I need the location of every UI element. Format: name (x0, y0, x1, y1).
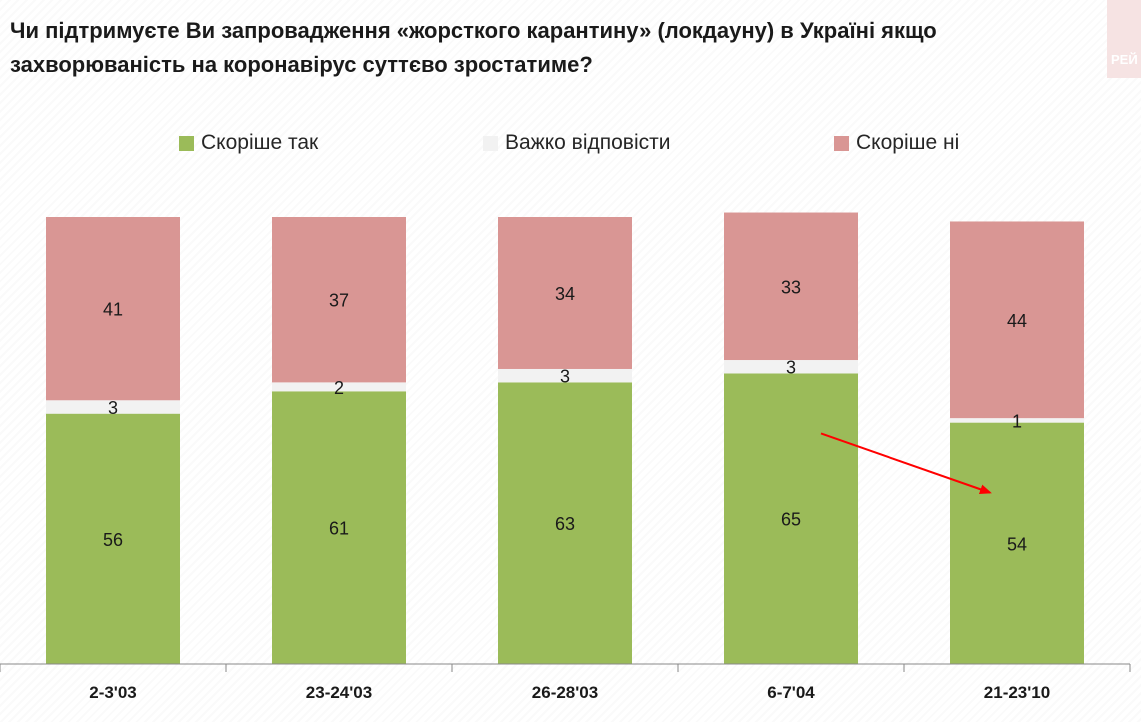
data-label-hard-to-say: 3 (560, 367, 570, 387)
bar-no (950, 221, 1084, 419)
bar-no (498, 217, 632, 369)
bar-hard-to-say (46, 400, 180, 414)
bar-yes (498, 382, 632, 664)
legend-item-hard-to-say: Важко відповісти (483, 128, 670, 158)
legend-swatch-yes (179, 135, 194, 151)
data-label-no: 37 (329, 291, 349, 311)
data-label-hard-to-say: 3 (786, 358, 796, 378)
bar-stack-3: 63 3 34 (498, 217, 632, 664)
brand-logo-text: РЕЙ (1111, 52, 1138, 67)
data-label-hard-to-say: 3 (108, 398, 118, 418)
chart-title: Чи підтримуєте Ви запровадження «жорстко… (10, 18, 937, 77)
data-label-no: 44 (1007, 311, 1027, 331)
x-tick-label: 23-24'03 (306, 683, 372, 702)
data-label-yes: 65 (781, 510, 801, 530)
x-tick-label: 2-3'03 (89, 683, 137, 702)
legend-item-yes: Скоріше так (179, 128, 318, 158)
data-label-no: 34 (555, 284, 575, 304)
data-label-hard-to-say: 2 (334, 378, 344, 398)
bar-no (724, 212, 858, 361)
bar-no (272, 217, 406, 383)
bar-yes (724, 373, 858, 664)
data-label-yes: 54 (1007, 534, 1027, 554)
bar-no (46, 217, 180, 401)
legend-item-no: Скоріше ні (834, 128, 959, 158)
bar-hard-to-say (498, 368, 632, 383)
bar-yes (272, 391, 406, 664)
x-tick-label: 26-28'03 (532, 683, 598, 702)
legend-swatch-no (834, 135, 849, 151)
bar-hard-to-say (724, 360, 858, 374)
legend: Скоріше так Важко відповісти Скоріше ні (0, 128, 1141, 158)
bar-stack-5: 54 1 44 (950, 221, 1084, 664)
data-label-yes: 63 (555, 514, 575, 534)
data-label-yes: 61 (329, 519, 349, 539)
legend-label-yes: Скоріше так (201, 131, 319, 154)
bar-stack-2: 61 2 37 (272, 217, 406, 664)
data-label-hard-to-say: 1 (1012, 411, 1022, 431)
data-label-no: 41 (103, 300, 123, 320)
x-tick-label: 6-7'04 (767, 683, 815, 702)
trend-arrow (820, 432, 992, 495)
bar-yes (950, 422, 1084, 664)
bar-hard-to-say (950, 418, 1084, 423)
legend-label-hard-to-say: Важко відповісти (505, 131, 671, 154)
legend-label-no: Скоріше ні (856, 131, 960, 154)
x-tick-label: 21-23'10 (984, 683, 1050, 702)
bar-hard-to-say (272, 382, 406, 392)
bar-stack-1: 56 3 41 (46, 217, 180, 664)
bar-yes (46, 413, 180, 664)
brand-logo: РЕЙ (1107, 0, 1141, 78)
legend-swatch-hard-to-say (483, 135, 498, 151)
data-label-no: 33 (781, 277, 801, 297)
data-label-yes: 56 (103, 530, 123, 550)
